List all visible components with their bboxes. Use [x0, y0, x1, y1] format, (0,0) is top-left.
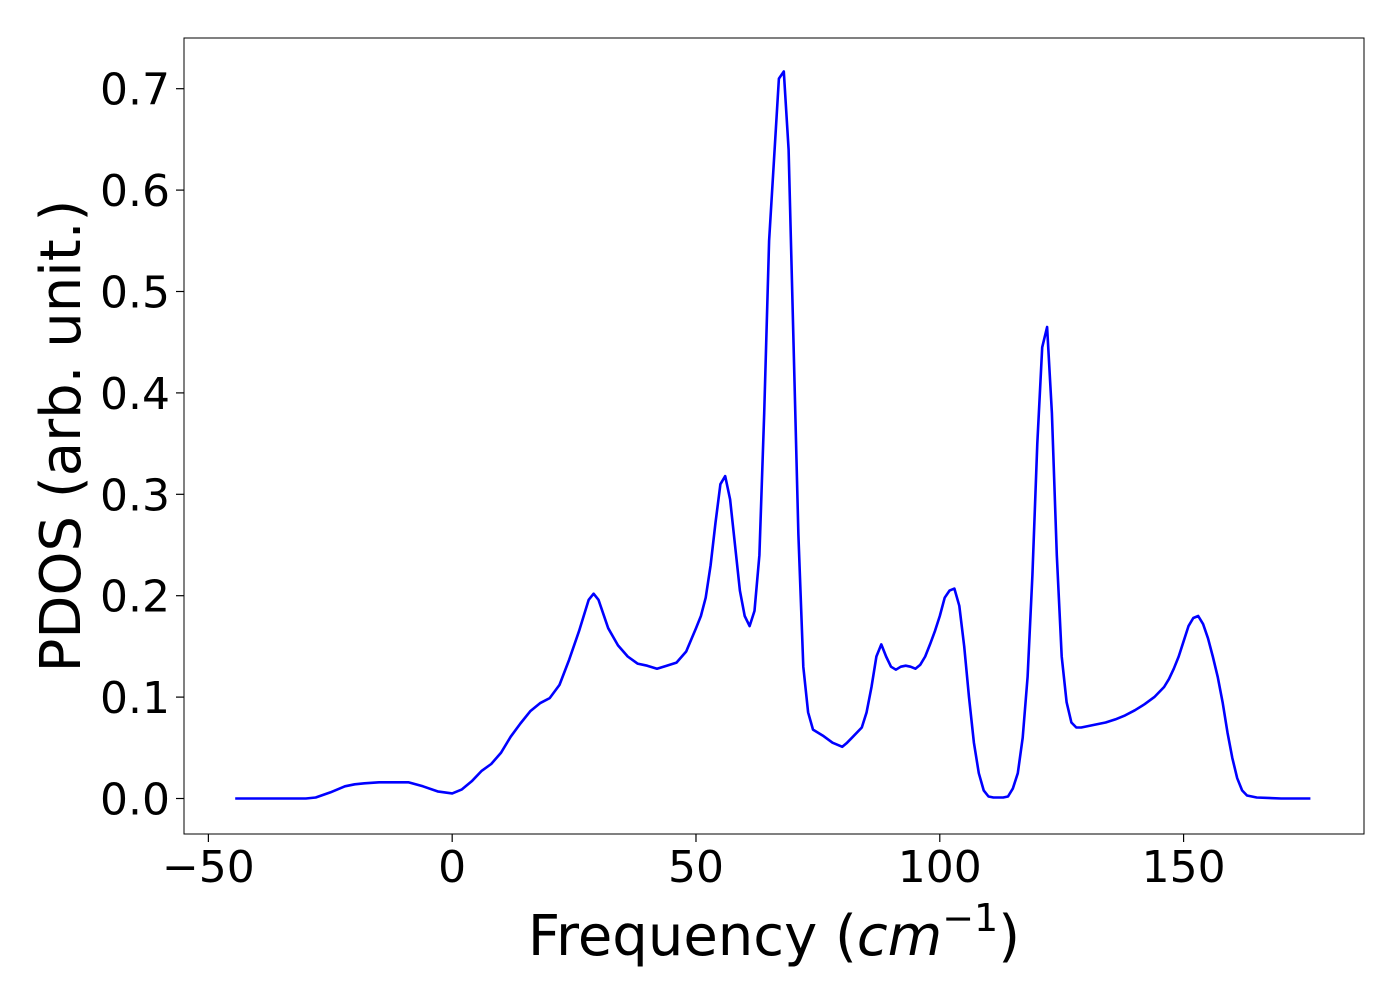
y-tick-label: 0.3 — [100, 470, 170, 521]
x-axis-label-close: ) — [998, 904, 1020, 969]
y-axis-label: PDOS (arb. unit.) — [29, 200, 94, 673]
y-axis-ticks: 0.0 0.1 0.2 0.3 0.4 0.5 0.6 0.7 — [100, 65, 184, 826]
y-tick-label: 0.6 — [100, 166, 170, 217]
x-tick-label: 150 — [1142, 842, 1226, 893]
x-tick-label: 100 — [898, 842, 982, 893]
x-tick-label: −50 — [162, 842, 255, 893]
x-axis-label-math: cm — [857, 904, 942, 969]
x-tick-label: 50 — [668, 842, 724, 893]
y-tick-label: 0.4 — [100, 369, 170, 420]
y-tick-label: 0.7 — [100, 65, 170, 116]
x-tick-label: 0 — [438, 842, 466, 893]
x-axis-label-text: Frequency ( — [528, 904, 857, 969]
y-tick-label: 0.2 — [100, 572, 170, 623]
y-tick-label: 0.0 — [100, 775, 170, 826]
y-tick-label: 0.5 — [100, 268, 170, 319]
pdos-series-line — [235, 70, 1311, 800]
x-axis-label-superscript: −1 — [942, 896, 998, 940]
y-tick-label: 0.1 — [100, 673, 170, 724]
plot-area — [235, 70, 1311, 800]
axes-frame — [183, 37, 1365, 835]
x-axis-ticks: −50 0 50 100 150 — [162, 834, 1226, 893]
x-axis-label: Frequency (cm−1) — [528, 896, 1020, 969]
